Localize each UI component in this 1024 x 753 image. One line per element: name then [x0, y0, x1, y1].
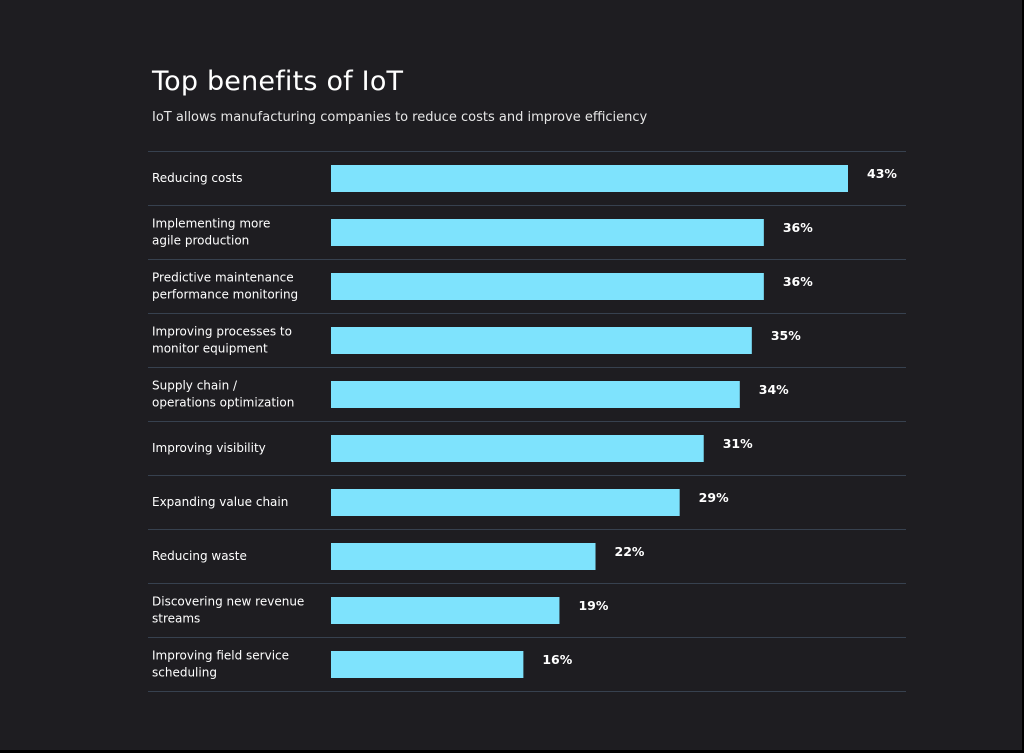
category-label: Discovering new revenue streams	[152, 595, 304, 626]
value-label: 43%	[867, 166, 897, 181]
chart-subtitle: IoT allows manufacturing companies to re…	[152, 110, 648, 125]
bar	[331, 543, 596, 570]
category-label: Predictive maintenance performance monito…	[152, 271, 298, 302]
value-label: 36%	[783, 274, 813, 289]
bar	[331, 435, 704, 462]
value-label: 31%	[723, 436, 753, 451]
value-label: 36%	[783, 220, 813, 235]
category-label: Expanding value chain	[152, 495, 288, 509]
category-label: Implementing more agile production	[152, 217, 270, 248]
category-label: Supply chain / operations optimization	[152, 379, 294, 410]
bar	[331, 165, 848, 192]
bar	[331, 597, 560, 624]
bar	[331, 381, 740, 408]
category-label: Reducing waste	[152, 549, 247, 563]
value-label: 22%	[615, 544, 645, 559]
chart-title: Top benefits of IoT	[152, 66, 404, 97]
value-label: 16%	[542, 652, 572, 667]
value-label: 35%	[771, 328, 801, 343]
value-label: 29%	[699, 490, 729, 505]
category-label: Improving visibility	[152, 441, 266, 455]
value-label: 19%	[578, 598, 608, 613]
bar	[331, 489, 680, 516]
category-label: Reducing costs	[152, 171, 243, 185]
bar	[331, 327, 752, 354]
bar	[331, 219, 764, 246]
category-label: Improving processes to monitor equipment	[152, 325, 292, 356]
value-label: 34%	[759, 382, 789, 397]
bar	[331, 273, 764, 300]
category-label: Improving field service scheduling	[152, 649, 289, 680]
bar	[331, 651, 524, 678]
